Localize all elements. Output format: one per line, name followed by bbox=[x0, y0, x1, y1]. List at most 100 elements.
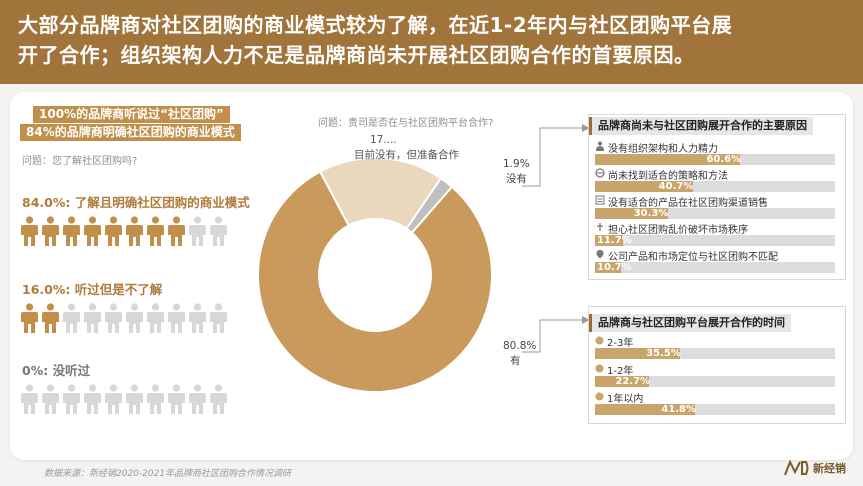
person-icon-empty bbox=[188, 384, 207, 415]
bar-category-label: 2-3年 bbox=[595, 334, 633, 349]
connector-lines bbox=[522, 124, 590, 353]
bar-value-label: 35.5% bbox=[646, 348, 681, 359]
bar-category-label: 1年以内 bbox=[595, 390, 643, 405]
bar-category-label: 1-2年 bbox=[595, 362, 633, 377]
person-icon-filled bbox=[41, 216, 60, 247]
highlight-heard: 100%的品牌商听说过“社区团购” bbox=[33, 106, 230, 123]
person-icon-empty bbox=[209, 303, 228, 334]
bar-value-label: 60.6% bbox=[706, 154, 742, 165]
person-icon-filled bbox=[20, 216, 39, 247]
left-question: 问题：您了解社区团购吗? bbox=[22, 156, 138, 167]
person-icon-empty bbox=[83, 384, 102, 415]
person-icon-filled bbox=[125, 216, 144, 247]
donut-chart: 贵司是否在与社区团购平台合作? bbox=[257, 157, 493, 393]
person-icon-empty bbox=[41, 384, 60, 415]
person-icon-empty bbox=[167, 384, 186, 415]
location-icon bbox=[595, 249, 605, 262]
person-icon-filled bbox=[104, 216, 123, 247]
donut-center-label: 与社区团购 bbox=[345, 264, 405, 279]
person-icon-empty bbox=[62, 384, 81, 415]
person-icon-empty bbox=[125, 384, 144, 415]
reasons-title: 品牌商尚未与社区团购展开合作的主要原因 bbox=[589, 117, 813, 135]
person-icon-empty bbox=[209, 216, 228, 247]
group-label-understand: 84.0%: 了解且明确社区团购的商业模式 bbox=[22, 195, 250, 210]
bar-track: 60.6% bbox=[595, 154, 835, 165]
header-banner: 大部分品牌商对社区团购的商业模式较为了解，在近1-2年内与社区团购平台展 开了合… bbox=[0, 0, 863, 84]
bar-value-label: 40.7% bbox=[658, 181, 694, 192]
bar-fill bbox=[595, 348, 681, 359]
reasons-panel bbox=[588, 114, 846, 280]
yes-text-label: 有 bbox=[510, 355, 521, 367]
no-value-label: 1.9% bbox=[503, 158, 530, 170]
header-line-1: 大部分品牌商对社区团购的商业模式较为了解，在近1-2年内与社区团购平台展 bbox=[18, 13, 733, 37]
person-icon-empty bbox=[20, 384, 39, 415]
bar-track: 30.3% bbox=[595, 208, 835, 219]
person-icon-empty bbox=[83, 303, 102, 334]
bar-value-label: 10.7% bbox=[597, 262, 632, 273]
person-icon-filled bbox=[83, 216, 102, 247]
prep-value-label: 17.... bbox=[370, 134, 397, 146]
pin-icon bbox=[595, 222, 605, 235]
bullet-icon bbox=[595, 364, 604, 376]
bar-fill bbox=[595, 404, 696, 415]
person-icon-empty bbox=[167, 303, 186, 334]
bar-fill bbox=[595, 208, 668, 219]
person-icon-empty bbox=[188, 303, 207, 334]
bar-track: 41.8% bbox=[595, 404, 835, 415]
bar-track: 35.5% bbox=[595, 348, 835, 359]
person-icon-filled bbox=[167, 216, 186, 247]
no-text-label: 没有 bbox=[506, 173, 527, 185]
people-icon bbox=[595, 141, 605, 154]
donut-slice-1 bbox=[318, 157, 443, 231]
pictogram-row-never bbox=[20, 384, 228, 415]
person-icon-empty bbox=[146, 384, 165, 415]
bar-track: 22.7% bbox=[595, 376, 835, 387]
person-icon-empty bbox=[125, 303, 144, 334]
bar-value-label: 41.8% bbox=[661, 404, 697, 415]
person-icon-empty bbox=[188, 216, 207, 247]
person-icon-filled bbox=[62, 216, 81, 247]
bar-category-label: 尚未找到适合的策略和方法 bbox=[595, 167, 728, 182]
bar-fill bbox=[595, 262, 621, 273]
yes-value-label: 80.8% bbox=[503, 340, 537, 352]
person-icon-filled bbox=[20, 303, 39, 334]
logo-mark-icon bbox=[784, 460, 809, 476]
pictogram-row-understand bbox=[20, 216, 228, 247]
bar-track: 11.7% bbox=[595, 235, 835, 246]
donut-slice-0 bbox=[257, 170, 493, 393]
bar-fill bbox=[595, 235, 624, 246]
logo-text: 新经销 bbox=[813, 462, 846, 475]
person-icon-empty bbox=[104, 303, 123, 334]
group-label-never: 0%: 没听过 bbox=[22, 363, 91, 378]
bar-value-label: 11.7% bbox=[597, 235, 632, 246]
header-line-2: 开了合作；组织架构人力不足是品牌商尚未开展社区团购合作的首要原因。 bbox=[18, 43, 695, 67]
globe-icon bbox=[595, 168, 605, 181]
pictogram-row-heard-only bbox=[20, 303, 228, 334]
time-title: 品牌商与社区团购平台展开合作的时间 bbox=[589, 314, 791, 332]
donut-center-label: 平台合作? bbox=[348, 279, 403, 294]
bar-category-label: 没有适合的产品在社区团购渠道销售 bbox=[595, 194, 768, 209]
bar-value-label: 30.3% bbox=[633, 208, 669, 219]
bar-category-label: 公司产品和市场定位与社区团购不匹配 bbox=[595, 248, 778, 263]
person-icon-filled bbox=[41, 303, 60, 334]
prep-text-label: 目前没有，但准备合作 bbox=[354, 149, 459, 161]
bullet-icon bbox=[595, 392, 604, 404]
person-icon-empty bbox=[104, 384, 123, 415]
center-question: 问题：贵司是否在与社区团购平台合作? bbox=[318, 118, 494, 129]
bar-value-label: 22.7% bbox=[615, 376, 651, 387]
bar-fill bbox=[595, 154, 741, 165]
source-note: 数据来源：新经销2020-2021年品牌商社区团购合作情况调研 bbox=[44, 469, 292, 479]
person-icon-empty bbox=[209, 384, 228, 415]
person-icon-empty bbox=[146, 303, 165, 334]
list-icon bbox=[595, 195, 605, 208]
bar-category-label: 担心社区团购乱价破坏市场秩序 bbox=[595, 221, 748, 236]
group-label-heard-only: 16.0%: 听过但是不了解 bbox=[22, 282, 163, 297]
brand-logo: 新经销 bbox=[784, 460, 846, 476]
bar-fill bbox=[595, 376, 650, 387]
donut-center-label: 贵司是否在 bbox=[345, 249, 405, 264]
bullet-icon bbox=[595, 336, 604, 348]
bar-track: 10.7% bbox=[595, 262, 835, 273]
bar-track: 40.7% bbox=[595, 181, 835, 192]
bar-category-label: 没有组织架构和人力精力 bbox=[595, 140, 718, 155]
